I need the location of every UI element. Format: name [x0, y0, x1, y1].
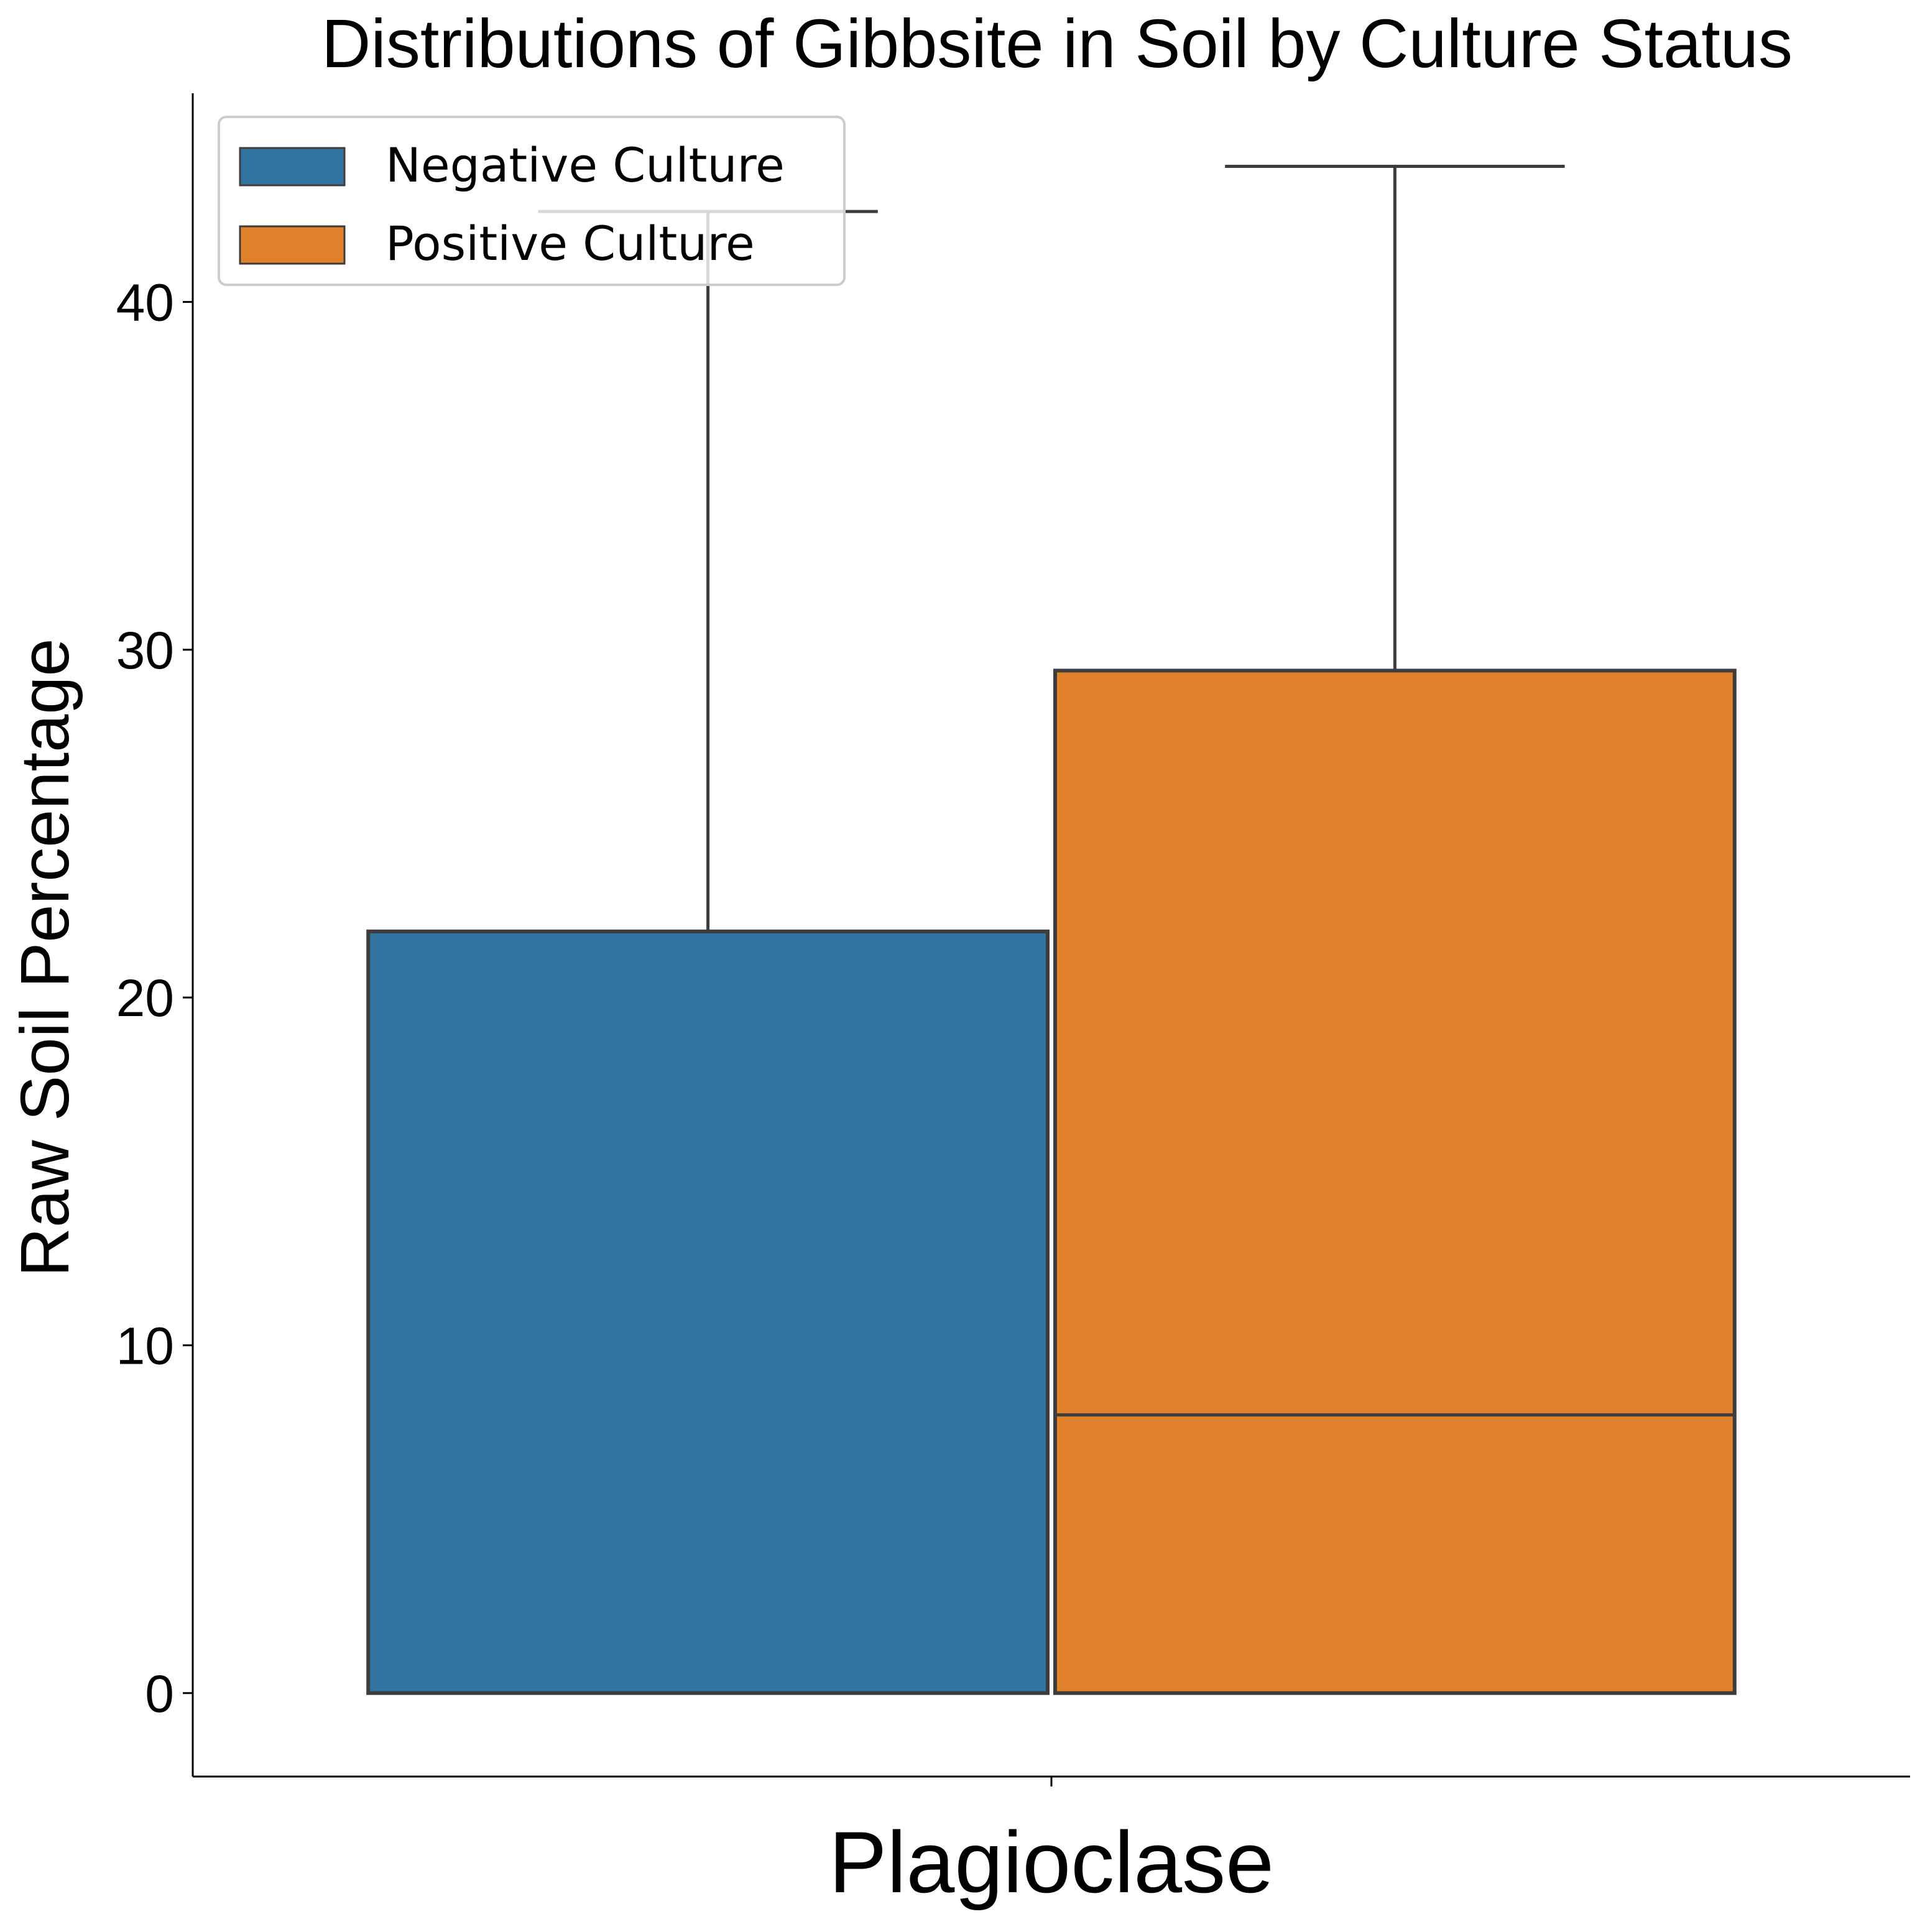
y-axis-ticks: 0 10 20 30 40: [116, 274, 193, 1723]
legend-swatch: [239, 225, 346, 265]
y-tick-label: 40: [116, 274, 174, 332]
x-tick-label: Plagioclase: [829, 1813, 1274, 1911]
x-axis-ticks: Plagioclase: [829, 1777, 1274, 1911]
box-body: [366, 929, 1050, 1695]
y-tick-label: 20: [116, 969, 174, 1027]
legend-label: Positive Culture: [385, 216, 755, 271]
chart-title: Distributions of Gibbsite in Soil by Cul…: [321, 6, 1793, 82]
box-negative-culture: [366, 210, 1050, 1695]
box-body: [1053, 668, 1737, 1695]
y-tick-label: 0: [145, 1665, 174, 1723]
legend: Negative Culture Positive Culture: [218, 116, 846, 286]
y-axis-title: Raw Soil Percentage: [7, 638, 83, 1277]
y-axis-label: Raw Soil Percentage: [7, 638, 83, 1277]
y-tick-label: 30: [116, 621, 174, 680]
legend-label: Negative Culture: [385, 137, 785, 193]
y-tick-label: 10: [116, 1316, 174, 1375]
plot-area: [366, 164, 1737, 1695]
box-positive-culture: [1053, 164, 1737, 1695]
legend-frame: [218, 116, 846, 286]
legend-swatch: [239, 147, 346, 187]
